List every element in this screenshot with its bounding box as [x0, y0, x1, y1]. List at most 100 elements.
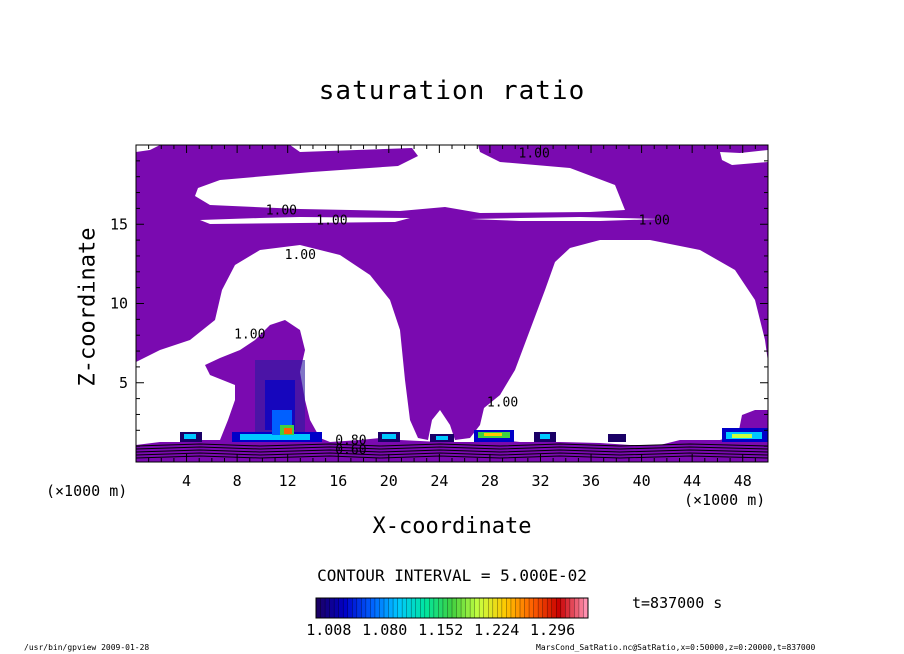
unsaturated-cap-left	[136, 145, 160, 152]
x-unit-right: (×1000 m)	[684, 491, 766, 509]
x-tick-label: 40	[633, 472, 651, 490]
x-axis-label: X-coordinate	[372, 514, 532, 539]
colorbar-swatch	[501, 598, 507, 618]
colorbar-swatch	[420, 598, 426, 618]
surface-contours	[136, 443, 768, 459]
y-tick-label: 5	[119, 374, 128, 392]
colorbar-swatch	[442, 598, 448, 618]
x-unit-left: (×1000 m)	[46, 482, 128, 500]
colorbar-swatch	[374, 598, 380, 618]
colorbar-swatch	[424, 598, 430, 618]
colorbar-swatch	[316, 598, 322, 618]
footer-right: MarsCond_SatRatio.nc@SatRatio,x=0:50000,…	[536, 643, 816, 652]
colorbar-swatch	[411, 598, 417, 618]
colorbar-swatch	[415, 598, 421, 618]
colorbar-swatch	[438, 598, 444, 618]
colorbar-swatch	[474, 598, 480, 618]
colorbar-swatch	[492, 598, 498, 618]
axis-ticks	[136, 145, 768, 462]
colorbar-swatch	[569, 598, 575, 618]
colorbar-swatch	[320, 598, 326, 618]
colorbar-swatch	[429, 598, 435, 618]
x-tick-label: 32	[531, 472, 549, 490]
colorbar-swatch	[574, 598, 580, 618]
colorbar-swatch	[565, 598, 571, 618]
contour-label: 0.60	[335, 443, 366, 458]
contour-label: 1.00	[234, 327, 265, 342]
footer-left: /usr/bin/gpview 2009-01-28	[24, 643, 150, 652]
contour-label: 1.00	[519, 147, 550, 162]
colorbar-frame	[315, 597, 589, 619]
x-tick-label: 48	[734, 472, 752, 490]
colorbar-swatch	[347, 598, 353, 618]
colorbar-swatch	[384, 598, 390, 618]
x-tick-label: 44	[683, 472, 701, 490]
colorbar-swatch	[578, 598, 584, 618]
colorbar-swatch	[397, 598, 403, 618]
colorbar-swatch	[470, 598, 476, 618]
colorbar-swatch	[402, 598, 408, 618]
colorbar-swatch	[388, 598, 394, 618]
colorbar-swatch	[433, 598, 439, 618]
contour-label: 0.80	[335, 434, 366, 449]
colorbar-tick-label: 1.296	[530, 621, 576, 639]
colorbar-tick-label: 1.080	[362, 621, 408, 639]
colorbar	[315, 597, 589, 619]
unsaturated-band-15	[200, 217, 410, 224]
colorbar-swatch	[556, 598, 562, 618]
x-tick-label: 16	[329, 472, 347, 490]
colorbar-swatch	[524, 598, 530, 618]
x-tick-label: 36	[582, 472, 600, 490]
colorbar-swatch	[483, 598, 489, 618]
colorbar-swatch	[529, 598, 535, 618]
colorbar-swatch	[520, 598, 526, 618]
contour-label: 1.00	[316, 213, 347, 228]
chart-title: saturation ratio	[318, 76, 586, 106]
colorbar-swatch	[515, 598, 521, 618]
colorbar-swatch	[352, 598, 358, 618]
unsaturated-region-top-left	[136, 145, 768, 213]
colorbar-swatch	[452, 598, 458, 618]
contour-labels: 1.00 1.00 1.00 1.00 1.00 1.00 1.00 0.800.60	[234, 147, 670, 458]
y-axis-label: Z-coordinate	[75, 227, 101, 387]
colorbar-swatch	[465, 598, 471, 618]
cloud-cells	[180, 360, 768, 442]
contour-label: 1.00	[285, 248, 316, 263]
colorbar-swatch	[533, 598, 539, 618]
colorbar-swatch	[338, 598, 344, 618]
contour-label: 1.00	[266, 204, 297, 219]
x-tick-label: 24	[430, 472, 448, 490]
colorbar-swatch	[506, 598, 512, 618]
colorbar-swatch	[560, 598, 566, 618]
y-tick-label: 10	[110, 295, 128, 313]
colorbar-swatch	[461, 598, 467, 618]
colorbar-swatch	[406, 598, 412, 618]
colorbar-swatch	[479, 598, 485, 618]
colorbar-swatch	[370, 598, 376, 618]
contour-label: 1.00	[487, 396, 518, 411]
contour-interval-label: CONTOUR INTERVAL = 5.000E-02	[317, 566, 587, 585]
colorbar-swatch	[551, 598, 557, 618]
y-tick-label: 15	[110, 215, 128, 233]
colorbar-swatch	[334, 598, 340, 618]
colorbar-swatch	[542, 598, 548, 618]
unsaturated-band-15-right	[470, 217, 660, 221]
x-tick-label: 12	[279, 472, 297, 490]
unsaturated-lower-region	[136, 240, 768, 445]
x-tick-label: 4	[182, 472, 191, 490]
x-tick-label: 28	[481, 472, 499, 490]
colorbar-swatch	[365, 598, 371, 618]
colorbar-swatch	[379, 598, 385, 618]
colorbar-swatch	[361, 598, 367, 618]
colorbar-swatch	[343, 598, 349, 618]
colorbar-swatch	[356, 598, 362, 618]
colorbar-swatch	[447, 598, 453, 618]
colorbar-swatch	[547, 598, 553, 618]
colorbar-swatch	[393, 598, 399, 618]
colorbar-swatch	[583, 598, 589, 618]
x-tick-label: 20	[380, 472, 398, 490]
time-label: t=837000 s	[632, 594, 723, 612]
colorbar-tick-label: 1.152	[418, 621, 464, 639]
